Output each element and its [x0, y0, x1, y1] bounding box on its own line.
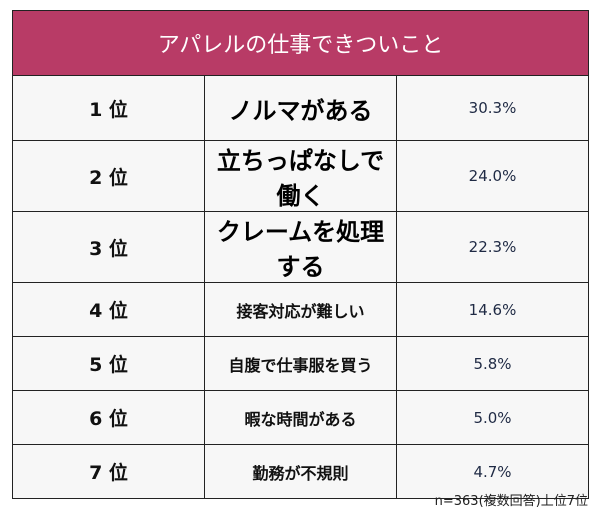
rank-cell: 7 位	[12, 444, 205, 499]
table-title: アパレルの仕事できついこと	[12, 10, 589, 76]
rank-cell: 3 位	[12, 211, 205, 283]
item-cell: クレームを処理する	[204, 211, 397, 283]
percent-cell: 24.0%	[396, 140, 589, 212]
item-cell: 立ちっぱなしで働く	[204, 140, 397, 212]
percent-cell: 4.7%	[396, 444, 589, 499]
item-cell: 勤務が不規則	[204, 444, 397, 499]
ranking-table: アパレルの仕事できついこと 1 位 ノルマがある 30.3% 2 位 立ちっぱな…	[12, 10, 589, 499]
percent-cell: 5.8%	[396, 336, 589, 391]
table-row: 5 位 自腹で仕事服を買う 5.8%	[12, 336, 589, 391]
rank-cell: 2 位	[12, 140, 205, 212]
table-row: 6 位 暇な時間がある 5.0%	[12, 390, 589, 445]
table-row: 4 位 接客対応が難しい 14.6%	[12, 282, 589, 337]
table-row: 3 位 クレームを処理する 22.3%	[12, 211, 589, 283]
table-row: 1 位 ノルマがある 30.3%	[12, 75, 589, 141]
item-cell: 暇な時間がある	[204, 390, 397, 445]
percent-cell: 5.0%	[396, 390, 589, 445]
rank-cell: 6 位	[12, 390, 205, 445]
percent-cell: 14.6%	[396, 282, 589, 337]
item-cell: 接客対応が難しい	[204, 282, 397, 337]
rank-cell: 1 位	[12, 75, 205, 141]
percent-cell: 22.3%	[396, 211, 589, 283]
table-row: 7 位 勤務が不規則 4.7%	[12, 444, 589, 499]
percent-cell: 30.3%	[396, 75, 589, 141]
sample-note: n=363(複数回答)上位7位	[434, 494, 588, 509]
item-cell: ノルマがある	[204, 75, 397, 141]
item-cell: 自腹で仕事服を買う	[204, 336, 397, 391]
rank-cell: 4 位	[12, 282, 205, 337]
table-header: アパレルの仕事できついこと	[12, 10, 589, 76]
rank-cell: 5 位	[12, 336, 205, 391]
table-row: 2 位 立ちっぱなしで働く 24.0%	[12, 140, 589, 212]
